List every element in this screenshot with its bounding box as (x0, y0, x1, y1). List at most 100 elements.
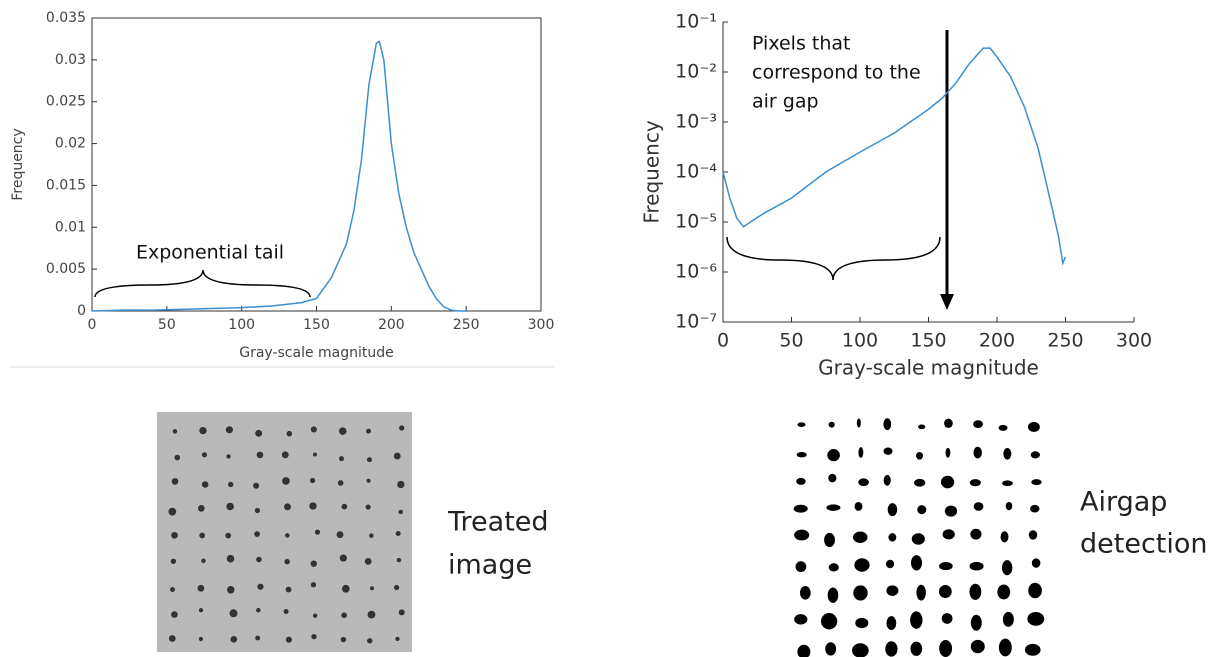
annotation: Exponential tail (136, 242, 284, 264)
blob (997, 584, 1011, 600)
spot (197, 584, 205, 592)
x-tick-label: 150 (910, 330, 946, 352)
blob (973, 446, 982, 459)
spot (230, 636, 238, 643)
blob (858, 478, 869, 487)
blob (998, 424, 1008, 431)
annotation: correspond to the (752, 62, 921, 84)
spot (171, 478, 179, 485)
spot (170, 558, 177, 564)
blob (794, 614, 808, 625)
spot (226, 554, 235, 563)
x-tick-label: 200 (979, 330, 1015, 352)
blob (911, 555, 923, 571)
blob (942, 529, 955, 540)
blob (828, 563, 839, 572)
spot (171, 531, 178, 539)
blob (939, 562, 953, 571)
spot (338, 427, 347, 435)
blob (973, 420, 983, 429)
spot (257, 583, 264, 590)
spot (199, 426, 207, 435)
spot (337, 480, 344, 486)
blob (853, 585, 868, 601)
y-tick-label: 0.015 (46, 177, 86, 193)
x-tick-label: 250 (453, 317, 480, 333)
y-tick-label: 0.025 (46, 94, 86, 110)
blob (941, 613, 953, 624)
blob (827, 587, 839, 603)
blob (969, 561, 984, 571)
blob (1027, 611, 1045, 626)
spot (285, 586, 292, 593)
y-tick-label: 0.02 (55, 136, 86, 152)
airgap-image-pattern (793, 418, 1045, 657)
blob (944, 418, 953, 428)
x-tick-label: 100 (228, 317, 255, 333)
blob (917, 505, 927, 515)
blob (1030, 451, 1040, 459)
spot (228, 481, 234, 488)
spot (256, 451, 264, 459)
spot (341, 612, 347, 619)
blob (828, 421, 835, 428)
blob (853, 531, 868, 543)
x-tick-label: 300 (528, 317, 555, 333)
x-tick-label: 0 (88, 317, 97, 333)
blob (916, 451, 924, 460)
blob (855, 617, 869, 629)
data-line (722, 47, 1067, 266)
blob (1027, 421, 1040, 433)
brace (726, 236, 941, 281)
spot (395, 531, 401, 536)
x-tick-label: 200 (378, 317, 405, 333)
caption: detection (1080, 529, 1208, 560)
spot (367, 638, 373, 644)
spot (397, 480, 405, 489)
spot (339, 554, 347, 562)
brace (94, 269, 311, 298)
spot (341, 503, 348, 510)
spot (309, 477, 316, 484)
y-tick-label: 10⁻⁶ (675, 261, 717, 283)
x-tick-label: 100 (842, 330, 878, 352)
spot (367, 610, 376, 619)
blob (821, 613, 838, 630)
x-tick-label: 250 (1047, 330, 1083, 352)
spot (310, 560, 317, 567)
blob (1028, 530, 1038, 540)
blob (938, 585, 952, 599)
y-tick-label: 0.035 (46, 10, 86, 26)
spot (338, 456, 345, 462)
annotation: air gap (752, 91, 819, 113)
spot (256, 607, 261, 613)
x-tick-label: 0 (717, 330, 729, 352)
blob (998, 638, 1012, 657)
spot (399, 425, 405, 431)
annotation: Pixels that (752, 33, 850, 55)
spot (201, 481, 209, 488)
y-tick-label: 10⁻¹ (675, 11, 717, 33)
spot (340, 636, 347, 643)
spot (366, 428, 372, 434)
blob (827, 449, 840, 462)
y-tick-label: 10⁻⁵ (675, 211, 717, 233)
blob (910, 641, 923, 656)
spot (365, 504, 371, 510)
blob (940, 475, 955, 489)
spot (255, 429, 263, 437)
blob (883, 418, 892, 431)
blob (970, 639, 985, 654)
spot (285, 636, 292, 643)
blob (1002, 480, 1013, 487)
spot (364, 557, 372, 565)
spot (255, 635, 261, 641)
spot (256, 556, 262, 563)
blob (1031, 558, 1041, 568)
x-tick-label: 150 (303, 317, 330, 333)
blob (1002, 611, 1014, 627)
caption: image (448, 550, 532, 581)
x-tick-label: 50 (779, 330, 803, 352)
spot (171, 611, 178, 618)
